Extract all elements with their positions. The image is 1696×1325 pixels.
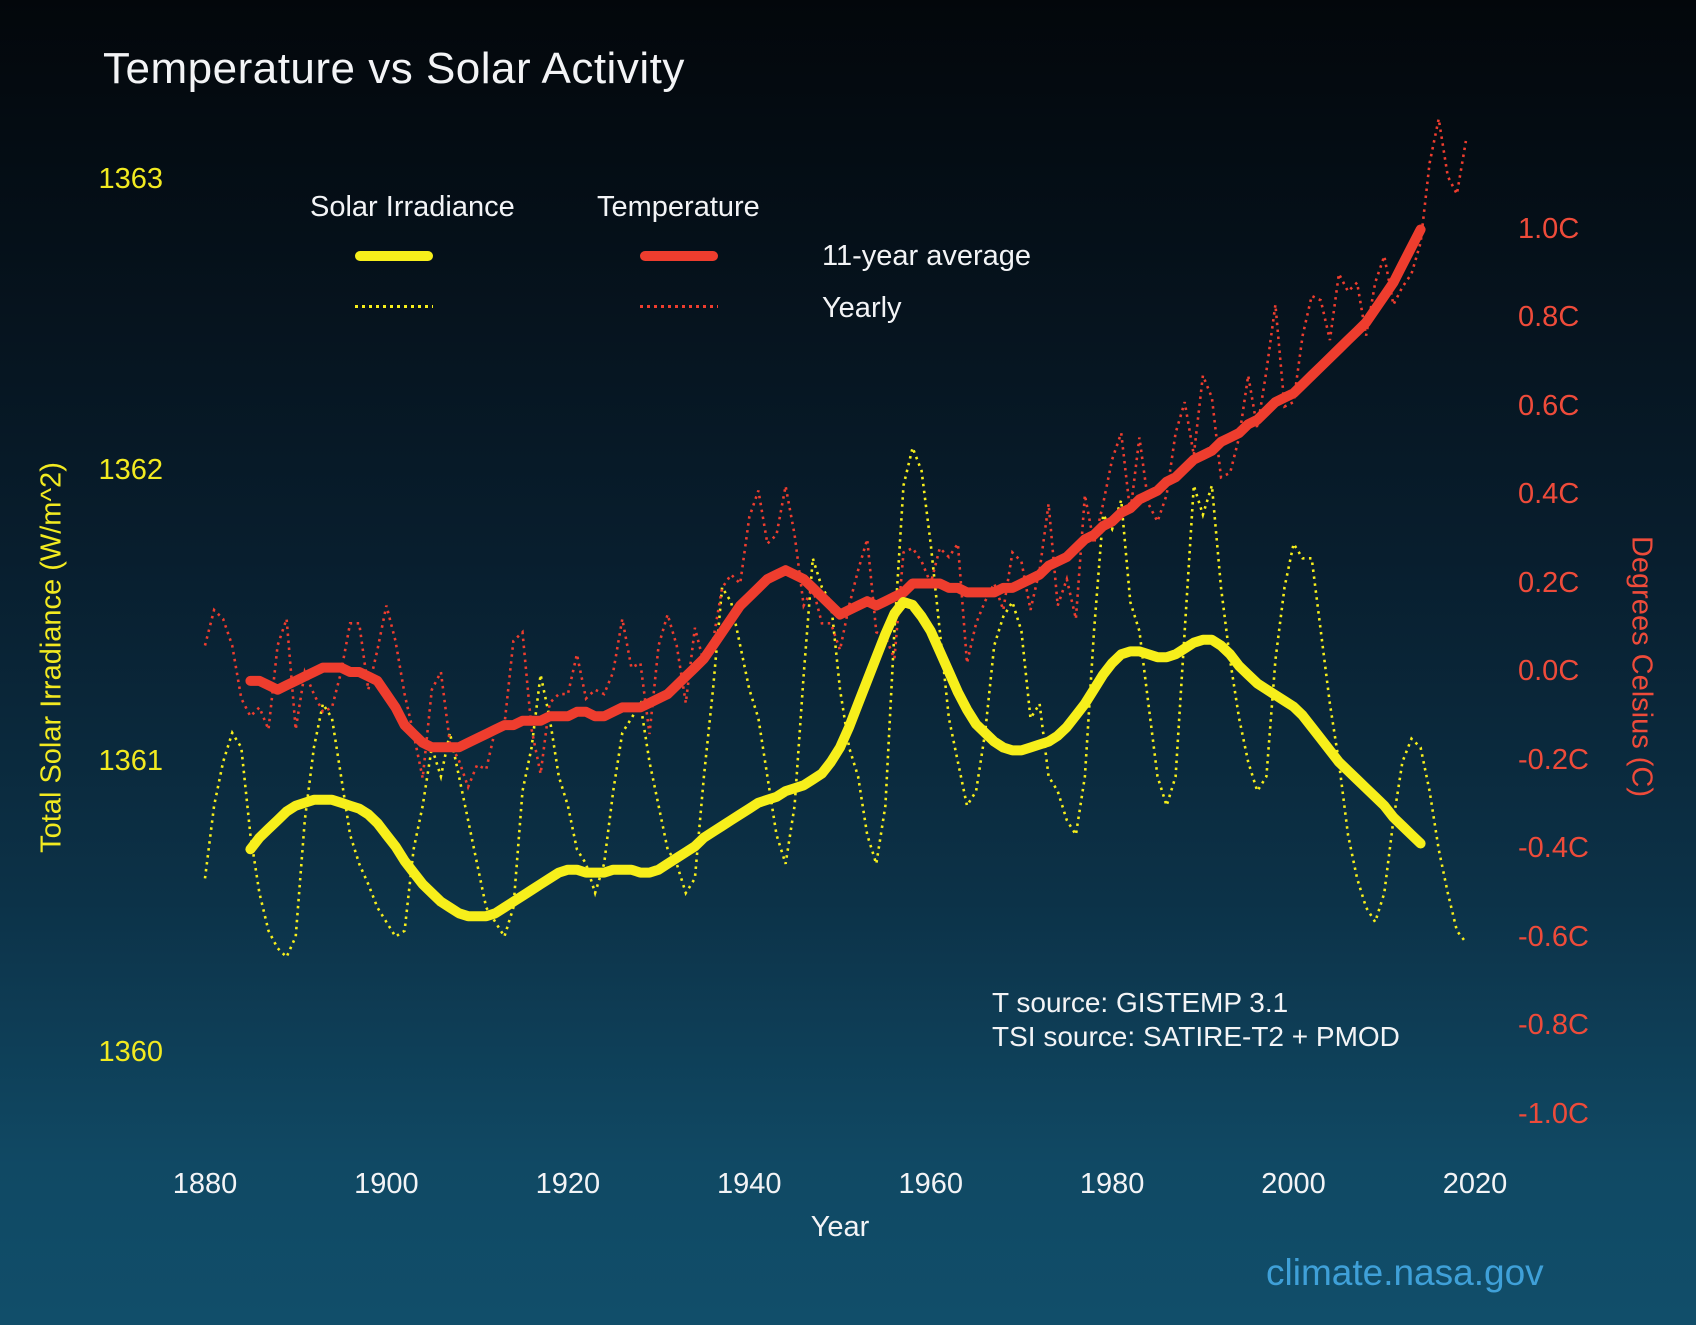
- x-tick-1900: 1900: [354, 1168, 419, 1200]
- legend-temp-yearly-swatch: [640, 305, 718, 308]
- right-tick--0.4C: -0.4C: [1518, 832, 1589, 864]
- legend-temperature-label: Temperature: [597, 191, 760, 223]
- x-tick-2020: 2020: [1442, 1168, 1508, 1200]
- series-solar-irradiance-11-year-average: [245, 597, 1426, 922]
- legend-solar-average-swatch: [355, 251, 433, 261]
- series-solar-irradiance-yearly: [203, 443, 1467, 960]
- series-temperature-11-year-average: [245, 224, 1426, 753]
- x-tick-2000: 2000: [1261, 1168, 1326, 1200]
- legend-solar-yearly-swatch: [355, 305, 433, 308]
- page-title: Temperature vs Solar Activity: [103, 44, 685, 93]
- right-tick-0.2C: 0.2C: [1518, 566, 1580, 599]
- x-axis-title: Year: [810, 1211, 870, 1243]
- source-annotation: T source: GISTEMP 3.1 TSI source: SATIRE…: [992, 986, 1400, 1054]
- credit-link[interactable]: climate.nasa.gov: [1266, 1252, 1544, 1293]
- x-tick-1940: 1940: [717, 1168, 782, 1200]
- legend-yearly-label: Yearly: [822, 292, 902, 324]
- x-tick-1920: 1920: [535, 1168, 601, 1200]
- left-tick-1362: 1362: [98, 454, 163, 486]
- tsi-source-note: TSI source: SATIRE-T2 + PMOD: [992, 1021, 1400, 1052]
- right-tick-1.0C: 1.0C: [1518, 212, 1580, 245]
- x-tick-1880: 1880: [172, 1168, 238, 1200]
- right-tick-0.8C: 0.8C: [1518, 301, 1580, 333]
- right-tick-0.4C: 0.4C: [1518, 478, 1580, 510]
- right-tick-0.6C: 0.6C: [1518, 389, 1580, 422]
- temp-source-note: T source: GISTEMP 3.1: [992, 987, 1289, 1018]
- right-tick--0.8C: -0.8C: [1518, 1009, 1589, 1041]
- legend-temp-average-swatch: [640, 251, 718, 261]
- left-tick-1363: 1363: [98, 163, 163, 195]
- left-tick-1360: 1360: [98, 1036, 163, 1068]
- legend-average-label: 11-year average: [822, 240, 1032, 272]
- x-tick-1960: 1960: [898, 1168, 963, 1200]
- right-tick-0.0C: 0.0C: [1518, 655, 1580, 687]
- legend-solar-irradiance-label: Solar Irradiance: [310, 191, 515, 223]
- left-axis-title: Total Solar Irradiance (W/m^2): [35, 462, 68, 853]
- right-tick--0.6C: -0.6C: [1518, 920, 1589, 953]
- right-tick--0.2C: -0.2C: [1518, 743, 1589, 776]
- x-tick-1980: 1980: [1079, 1168, 1145, 1200]
- right-tick--1.0C: -1.0C: [1518, 1097, 1589, 1130]
- left-tick-1361: 1361: [98, 745, 163, 777]
